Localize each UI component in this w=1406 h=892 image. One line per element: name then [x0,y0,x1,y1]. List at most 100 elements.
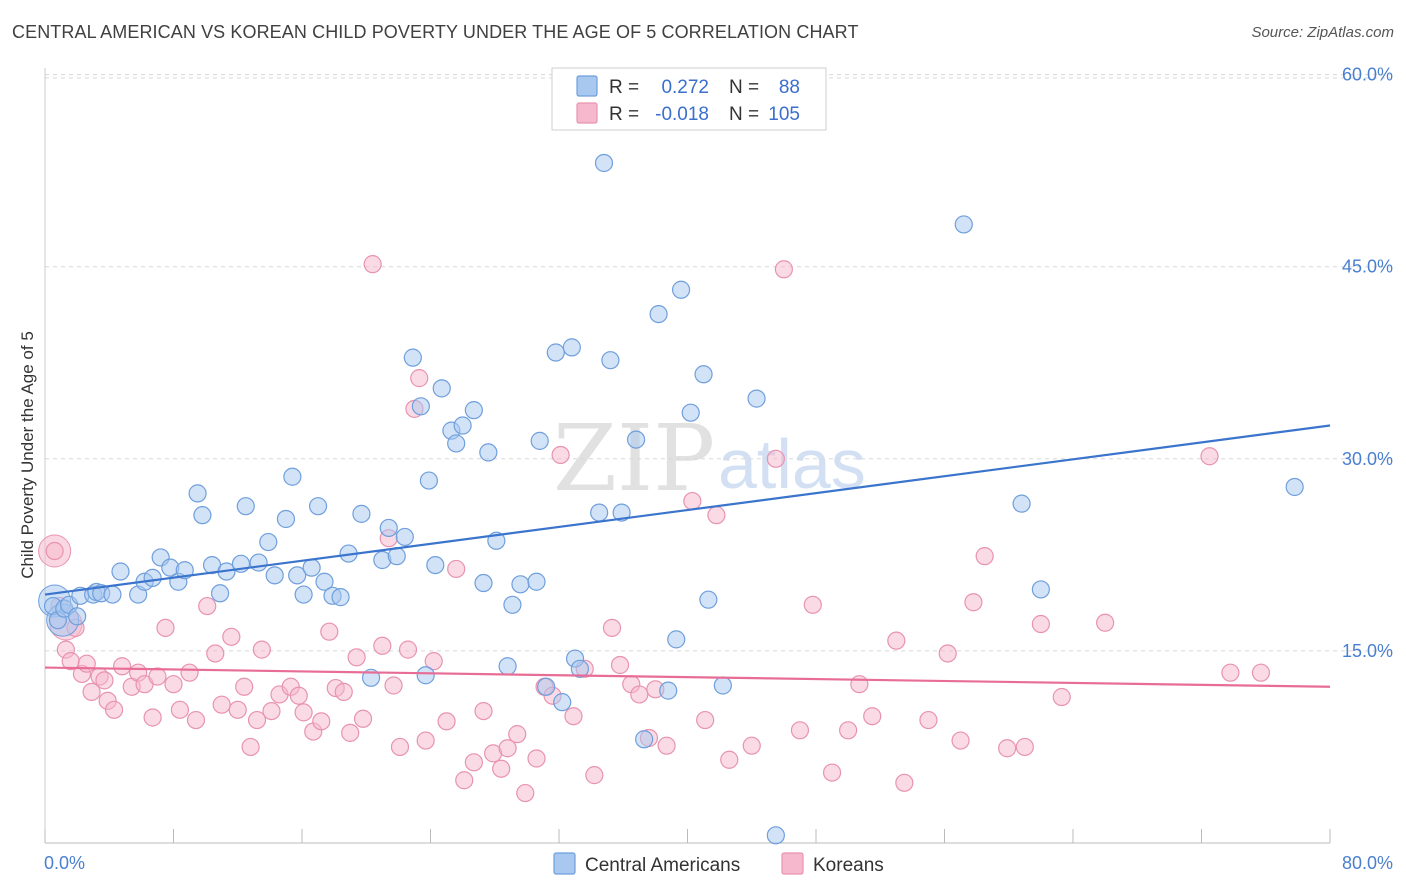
korean-point [1052,687,1071,707]
central-american-point [527,572,546,591]
korean-point [551,445,570,465]
korean-point [630,685,649,704]
korean-point [919,710,938,730]
korean-point [610,655,630,675]
central-american-point [283,467,302,486]
central-american-point [288,566,307,585]
korean-point [112,657,132,676]
central-american-point [193,506,212,525]
legend-swatch-korean [576,102,598,124]
series-legend-swatch-central [553,852,576,875]
legend-swatch-central [576,75,598,97]
korean-point [455,771,474,790]
central-american-point [694,365,713,384]
korean-point [222,627,241,646]
legend-n-label-central: N = [729,77,759,98]
central-american-point [143,568,162,588]
central-american-point [68,607,87,626]
central-american-point [659,681,678,700]
legend-r-value-korean: -0.018 [655,104,709,125]
central-american-point [403,348,422,367]
central-american-point [395,527,414,547]
central-american-point [294,585,313,604]
central-american-point [175,561,194,580]
series-legend-label-korean: Koreans [813,855,884,876]
legend-n-value-central: 88 [779,77,800,98]
central-american-point [590,503,609,522]
korean-point [384,676,403,695]
central-american-point [188,484,207,503]
korean-point [373,636,392,655]
korean-point [951,731,970,750]
y-tick-label: 60.0% [1342,65,1393,85]
central-american-point [626,430,646,449]
korean-point [707,506,726,525]
legend-r-label-central: R = [609,77,639,98]
korean-point [766,449,785,468]
korean-trend-line [44,666,1331,688]
central-american-points [38,153,1304,845]
x-tick-label: 0.0% [44,853,85,873]
central-american-point [498,657,517,676]
korean-point [247,710,267,730]
central-american-point [387,547,406,566]
korean-point [585,766,604,785]
korean-point [198,596,217,616]
central-american-point [713,676,732,695]
korean-point [447,559,466,579]
central-american-point [601,351,620,370]
central-american-point [419,471,438,490]
korean-point [887,631,906,650]
korean-point [170,700,190,719]
korean-point [696,710,715,730]
central-american-point [530,431,549,450]
korean-point [437,712,456,731]
central-american-point [649,304,668,324]
legend-box: R = 0.272 N = 88 R = -0.018 N = 105 [551,67,827,131]
korean-point [363,255,382,274]
korean-point [508,725,527,744]
korean-point [1251,663,1271,682]
central-american-point [479,443,498,462]
central-american-point [265,566,284,585]
central-american-point [259,532,278,552]
korean-point [1221,663,1240,682]
chart-title: CENTRAL AMERICAN VS KOREAN CHILD POVERTY… [12,22,859,42]
korean-point [1015,737,1034,757]
korean-point [895,773,914,792]
central-american-point [667,630,686,649]
series-legend: Central Americans Koreans [553,852,884,876]
korean-point [398,640,418,659]
korean-point [353,709,373,728]
korean-point [964,593,983,612]
korean-point [312,712,331,731]
korean-point [1031,614,1050,634]
korean-point [341,723,360,742]
central-american-point [747,389,766,408]
korean-point [212,695,231,714]
korean-point [564,707,583,726]
korean-point [774,260,793,279]
korean-point [803,595,822,614]
korean-point [938,644,957,663]
legend-n-value-korean: 105 [768,104,800,125]
korean-points [38,255,1271,803]
korean-point [474,701,493,721]
central-american-point [379,518,398,538]
central-american-point [635,730,654,749]
korean-point [320,622,339,641]
central-american-point [447,434,466,453]
central-american-point [453,416,472,435]
y-tick-label: 30.0% [1342,449,1393,469]
korean-point [602,618,622,637]
korean-point [206,644,225,663]
korean-point [334,682,353,701]
central-american-point [103,585,122,604]
korean-point [516,783,535,803]
korean-point [998,739,1017,758]
korean-point [464,753,483,772]
central-american-point [432,379,451,398]
y-axis-title: Child Poverty Under the Age of 5 [18,331,37,579]
korean-point [95,671,114,690]
